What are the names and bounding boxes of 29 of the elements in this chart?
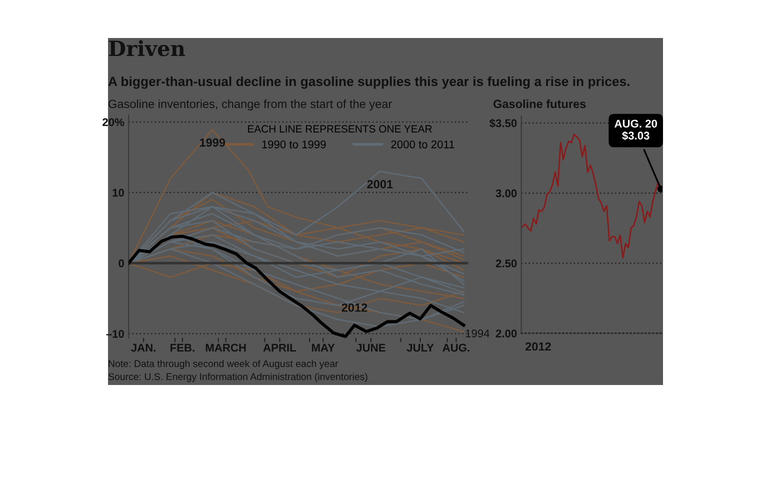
- x-tick-label: MARCH: [206, 344, 246, 352]
- x-tick-label: APRIL: [263, 344, 296, 352]
- x-tick-label: JAN.: [131, 344, 156, 352]
- text: Note: Data through second week of August each year: [108, 360, 338, 370]
- x-tick-label: JULY: [406, 344, 434, 352]
- source-note: Source: U.S. Energy Information Administration (inventories): [108, 372, 368, 382]
- y-axis-title: Gasoline inventories, change from the start of the year: [108, 99, 392, 110]
- chart-subtitle: A bigger-than-usual decline in gasoline supplies this year is fueling a rise in prices.: [108, 76, 630, 89]
- x-tick-label: JUNE: [356, 344, 386, 352]
- chart-title: Gasoline futures: [493, 99, 586, 108]
- legend-title: EACH LINE REPRESENTS ONE YEAR: [248, 125, 432, 133]
- annotation: 2001: [367, 180, 393, 188]
- chart-title: Driven: [108, 40, 185, 56]
- annotation: 1994: [466, 329, 490, 338]
- legend-label: 1990 to 1999: [262, 140, 326, 148]
- y-tick-label: 10: [112, 188, 124, 197]
- y-tick-label: 3.00: [496, 189, 517, 198]
- y-tick-label: $3.50: [489, 118, 517, 128]
- x-tick-label: FEB.: [170, 344, 194, 352]
- annotation: 2012: [342, 303, 368, 312]
- legend-label: 2000 to 2011: [391, 140, 454, 148]
- y-tick-label: 0: [118, 259, 124, 268]
- x-tick-label: MAY: [312, 344, 335, 352]
- x-tick-label: AUG.: [442, 344, 470, 352]
- y-tick-label: 2.50: [496, 259, 517, 268]
- y-tick-label: 2.00: [496, 330, 517, 338]
- text: 2012: [525, 342, 551, 351]
- annotation: AUG. 20 $3.03: [614, 120, 657, 140]
- annotation: 1999: [200, 138, 226, 147]
